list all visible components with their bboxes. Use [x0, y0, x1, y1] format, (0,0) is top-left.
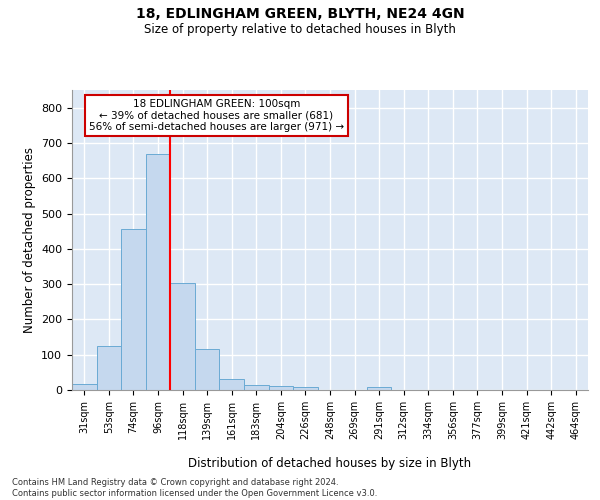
Y-axis label: Number of detached properties: Number of detached properties	[23, 147, 35, 333]
Bar	[195, 350, 220, 390]
Bar	[220, 378, 244, 390]
Text: 18 EDLINGHAM GREEN: 100sqm
← 39% of detached houses are smaller (681)
56% of sem: 18 EDLINGHAM GREEN: 100sqm ← 39% of deta…	[89, 99, 344, 132]
Bar	[146, 154, 170, 390]
Bar	[97, 346, 121, 390]
Bar	[367, 387, 391, 390]
Bar	[293, 387, 318, 390]
Bar	[170, 284, 195, 390]
Text: Distribution of detached houses by size in Blyth: Distribution of detached houses by size …	[188, 458, 472, 470]
Bar	[244, 385, 269, 390]
Text: Size of property relative to detached houses in Blyth: Size of property relative to detached ho…	[144, 22, 456, 36]
Bar	[72, 384, 97, 390]
Text: 18, EDLINGHAM GREEN, BLYTH, NE24 4GN: 18, EDLINGHAM GREEN, BLYTH, NE24 4GN	[136, 8, 464, 22]
Bar	[269, 386, 293, 390]
Bar	[121, 228, 146, 390]
Text: Contains HM Land Registry data © Crown copyright and database right 2024.
Contai: Contains HM Land Registry data © Crown c…	[12, 478, 377, 498]
